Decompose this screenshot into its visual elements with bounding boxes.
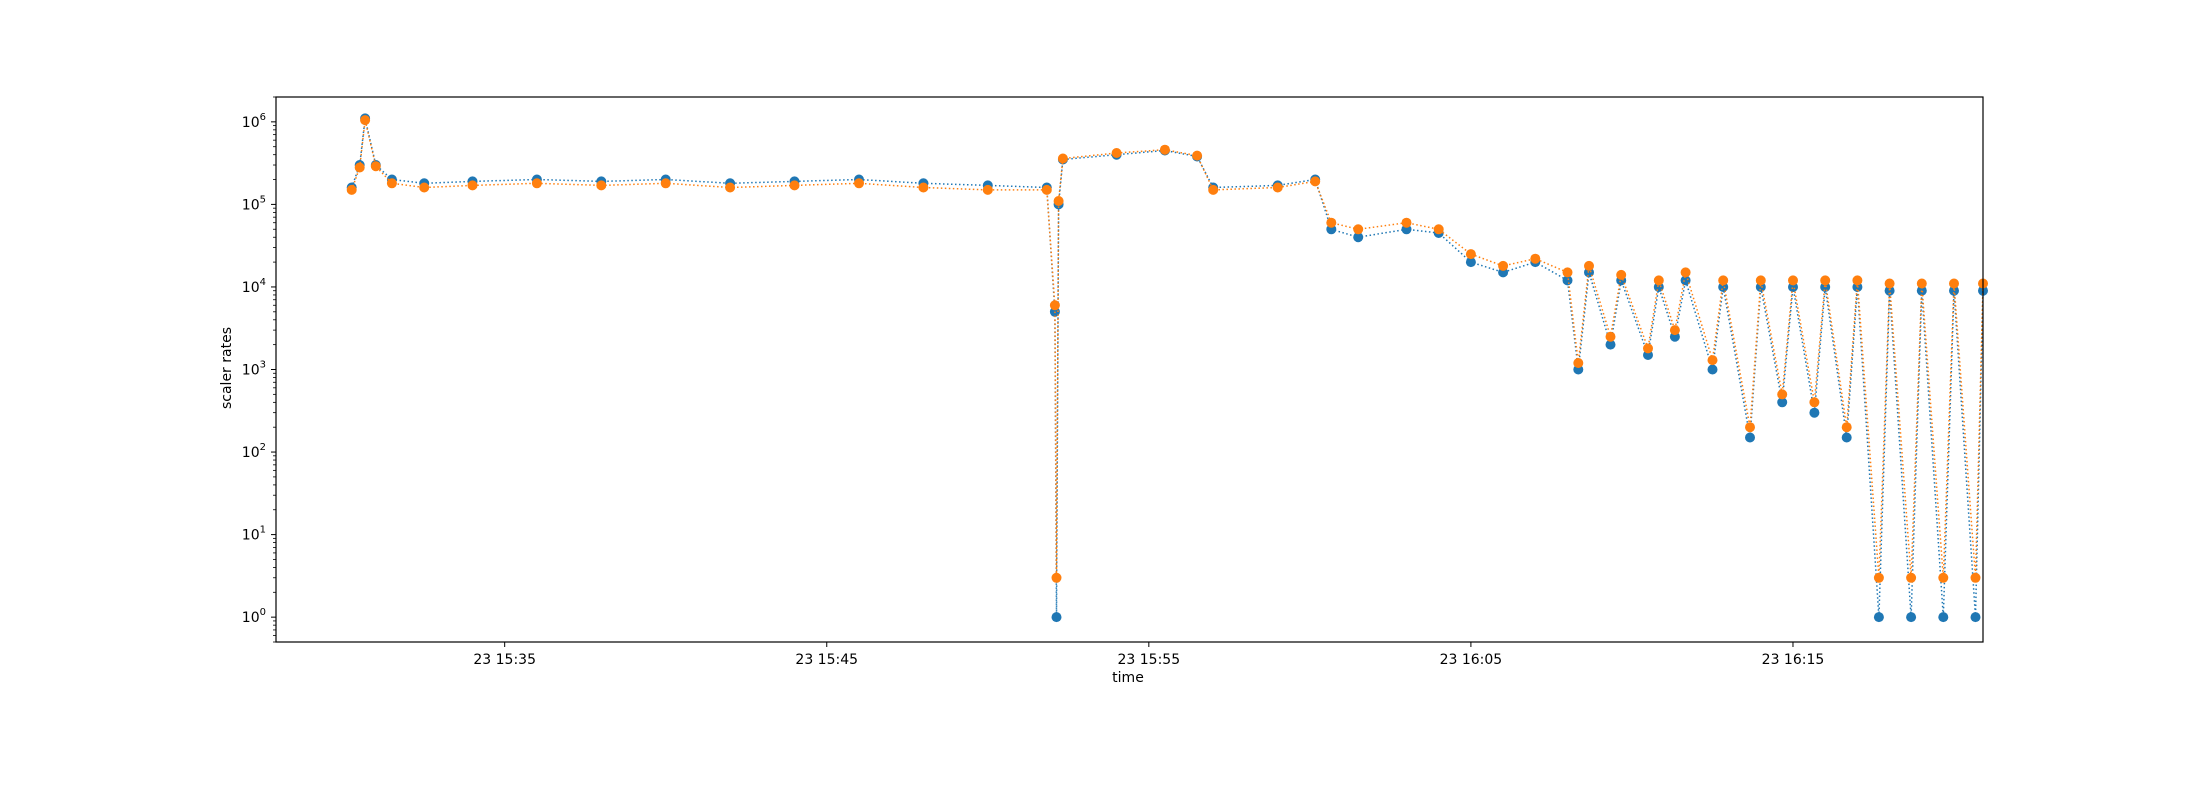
data-point — [789, 180, 800, 191]
data-point — [1616, 269, 1627, 280]
data-point — [1680, 267, 1691, 278]
data-point — [1707, 364, 1718, 375]
data-point — [1884, 285, 1895, 296]
data-point — [1718, 275, 1729, 286]
data-point — [1669, 325, 1680, 336]
y-tick-label: 100 — [242, 607, 266, 626]
data-point — [1970, 612, 1981, 623]
series-layer — [346, 113, 1988, 623]
data-point — [467, 180, 478, 191]
data-point — [1433, 224, 1444, 235]
data-point — [1053, 196, 1064, 206]
data-point — [1310, 176, 1321, 187]
data-point — [1605, 339, 1616, 350]
data-point — [1051, 572, 1062, 583]
data-point — [1041, 184, 1052, 195]
data-point — [354, 162, 365, 173]
plot-area — [275, 96, 1988, 643]
data-point — [660, 178, 671, 189]
x-tick-label: 23 15:35 — [473, 652, 536, 668]
x-tick-label: 23 16:15 — [1762, 652, 1825, 668]
data-point — [1401, 217, 1412, 228]
data-point — [1573, 358, 1584, 368]
series-line — [350, 118, 1984, 618]
y-tick-label: 101 — [242, 525, 266, 544]
data-point — [1745, 432, 1755, 443]
data-point — [1852, 275, 1863, 286]
data-point — [1643, 343, 1653, 354]
data-point — [1820, 275, 1831, 286]
data-point — [1465, 257, 1476, 268]
data-point — [1745, 422, 1755, 433]
data-point — [918, 182, 929, 193]
data-point — [1111, 148, 1122, 158]
data-point — [1562, 275, 1573, 286]
data-point — [1051, 612, 1062, 623]
y-tick-label: 103 — [242, 360, 266, 379]
data-point — [531, 178, 542, 189]
data-point — [1809, 407, 1820, 418]
data-point — [1530, 253, 1541, 264]
data-point — [596, 180, 607, 191]
data-point — [1777, 389, 1788, 400]
y-tick-label: 105 — [242, 194, 266, 213]
x-tick-label: 23 15:55 — [1118, 652, 1181, 668]
data-point — [1949, 278, 1959, 289]
data-point — [1353, 224, 1364, 235]
data-point — [1159, 144, 1170, 155]
data-point — [419, 182, 430, 193]
data-point — [386, 178, 397, 189]
data-point — [1707, 355, 1718, 366]
y-axis-ticks: 100 101 102 103 104 105 106 — [242, 96, 276, 643]
data-point — [1562, 267, 1573, 278]
data-point — [1906, 612, 1917, 623]
data-point — [1873, 572, 1884, 583]
data-point — [1584, 260, 1594, 271]
data-point — [370, 161, 381, 172]
y-tick-label: 104 — [242, 277, 266, 296]
data-point — [1938, 572, 1949, 583]
data-point — [1916, 278, 1927, 289]
data-point — [1326, 217, 1337, 228]
data-point — [1938, 612, 1949, 623]
data-point — [1208, 184, 1219, 195]
data-point — [982, 184, 993, 195]
data-point — [1788, 275, 1798, 286]
data-point — [725, 182, 736, 193]
data-point — [1049, 300, 1060, 311]
data-point — [1841, 432, 1852, 443]
x-axis-label: time — [1112, 670, 1144, 686]
data-point — [1809, 397, 1820, 408]
data-point — [1841, 422, 1852, 433]
data-point — [1653, 275, 1664, 286]
data-point — [1192, 150, 1203, 161]
data-point — [346, 184, 357, 195]
x-tick-label: 23 15:45 — [795, 652, 858, 668]
data-point — [854, 178, 864, 189]
data-point — [1884, 278, 1895, 289]
data-point — [1605, 331, 1616, 342]
data-point — [1755, 275, 1766, 286]
y-tick-label: 106 — [242, 112, 266, 131]
data-point — [360, 115, 371, 126]
data-point — [1498, 260, 1509, 271]
data-point — [1873, 612, 1884, 623]
series-1 — [346, 115, 1988, 583]
x-axis-ticks: 23 15:35 23 15:45 23 15:55 23 16:05 23 16:15 — [473, 642, 1824, 668]
data-point — [1906, 572, 1917, 583]
data-point — [1777, 397, 1788, 408]
data-point — [1465, 249, 1476, 260]
data-point — [1057, 153, 1068, 164]
data-point — [1970, 572, 1981, 583]
data-point — [1272, 182, 1283, 193]
data-point — [1353, 232, 1364, 243]
x-tick-label: 23 16:05 — [1440, 652, 1503, 668]
y-axis-label: scaler rates — [219, 327, 235, 409]
y-tick-label: 102 — [242, 442, 266, 461]
